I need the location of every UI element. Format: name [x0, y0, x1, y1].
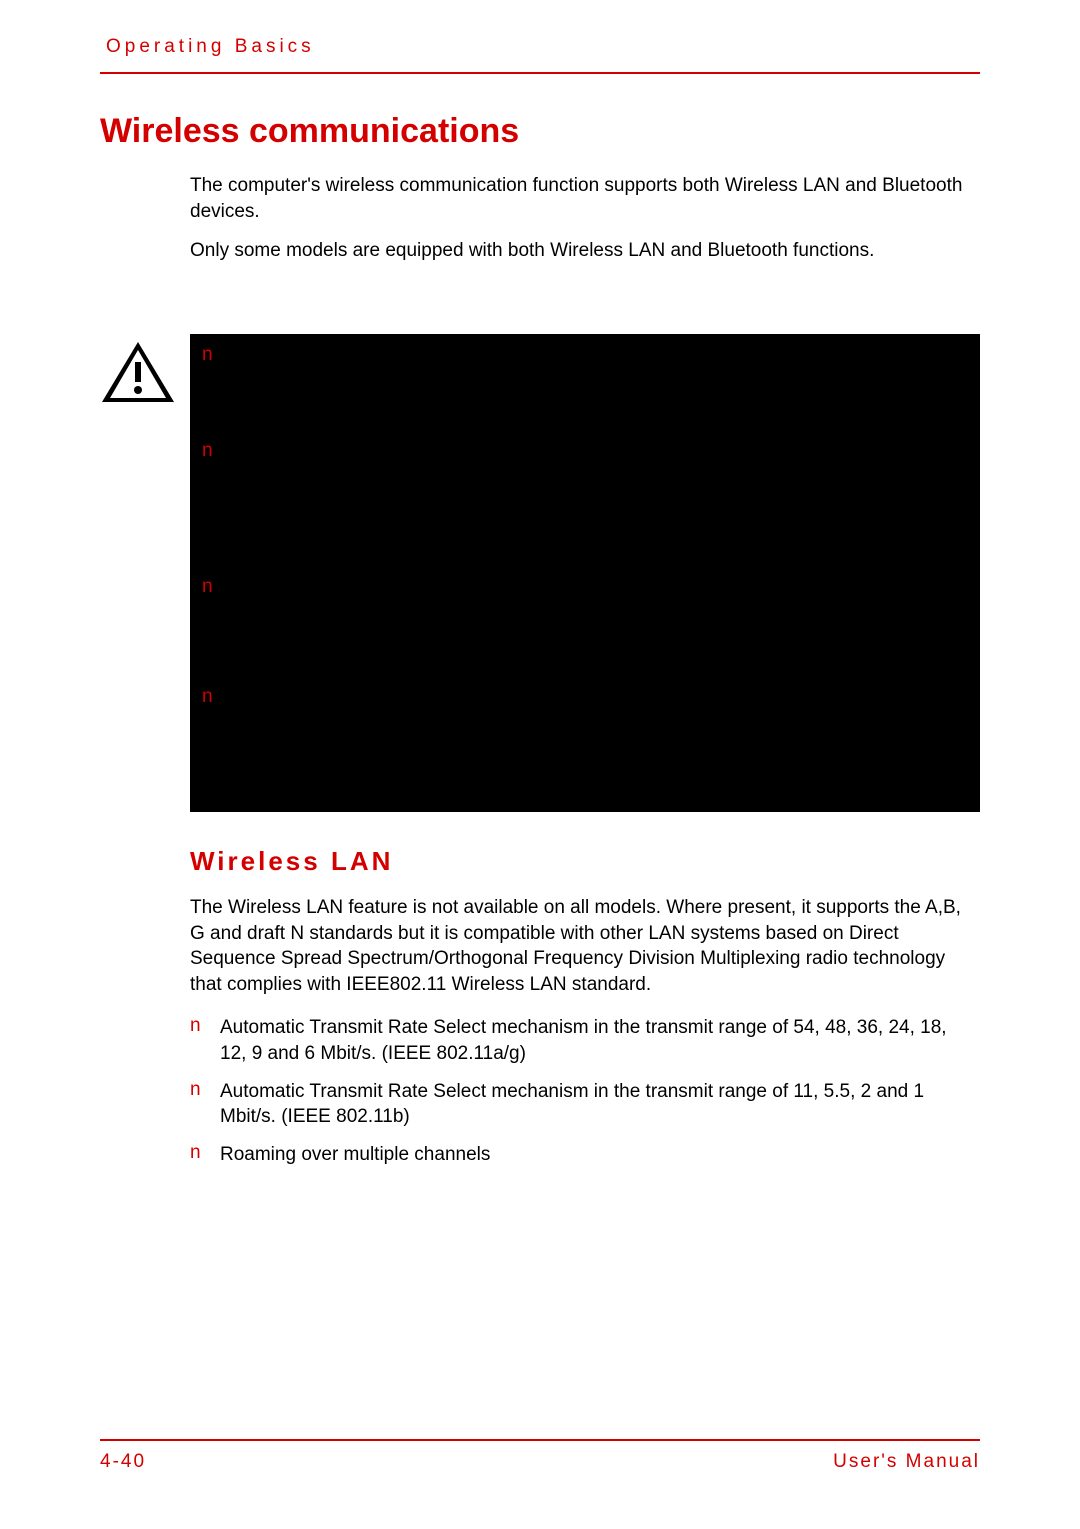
- bullet-item: n Automatic Transmit Rate Select mechani…: [190, 1079, 974, 1130]
- warning-text: [230, 344, 956, 422]
- bullet-text: Automatic Transmit Rate Select mechanism…: [220, 1079, 974, 1130]
- subsection-title: Wireless LAN: [190, 846, 980, 877]
- bullet-mark: n: [190, 1142, 220, 1168]
- warning-box: n n n n: [190, 334, 980, 812]
- warning-bullet: n: [202, 686, 230, 758]
- warning-icon-column: [100, 334, 190, 411]
- warning-item: n: [202, 686, 956, 758]
- warning-item: n: [202, 576, 956, 668]
- page-number: 4-40: [100, 1451, 146, 1473]
- page: Operating Basics Wireless communications…: [0, 0, 1080, 1529]
- page-footer: 4-40 User's Manual: [100, 1439, 980, 1473]
- manual-label: User's Manual: [833, 1451, 980, 1473]
- header-divider: [100, 72, 980, 74]
- bullet-text: Roaming over multiple channels: [220, 1142, 974, 1168]
- subsection-block: The Wireless LAN feature is not availabl…: [190, 895, 974, 1168]
- bullet-text: Automatic Transmit Rate Select mechanism…: [220, 1015, 974, 1066]
- page-title: Wireless communications: [100, 112, 980, 151]
- intro-block: The computer's wireless communication fu…: [190, 173, 974, 264]
- intro-paragraph: The computer's wireless communication fu…: [190, 173, 974, 224]
- warning-text: [230, 440, 956, 558]
- footer-row: 4-40 User's Manual: [100, 1451, 980, 1473]
- warning-bullet: n: [202, 576, 230, 668]
- warning-text: [230, 576, 956, 668]
- warning-bullet: n: [202, 344, 230, 422]
- bullet-mark: n: [190, 1079, 220, 1130]
- warning-bullet: n: [202, 440, 230, 558]
- subsection-paragraph: The Wireless LAN feature is not availabl…: [190, 895, 974, 998]
- warning-block: n n n n: [100, 334, 980, 812]
- warning-item: n: [202, 440, 956, 558]
- intro-paragraph: Only some models are equipped with both …: [190, 238, 974, 264]
- header-section-label: Operating Basics: [106, 36, 980, 58]
- footer-divider: [100, 1439, 980, 1441]
- bullet-mark: n: [190, 1015, 220, 1066]
- warning-item: n: [202, 344, 956, 422]
- bullet-item: n Roaming over multiple channels: [190, 1142, 974, 1168]
- bullet-item: n Automatic Transmit Rate Select mechani…: [190, 1015, 974, 1066]
- warning-text: [230, 686, 956, 758]
- warning-triangle-icon: [100, 340, 176, 406]
